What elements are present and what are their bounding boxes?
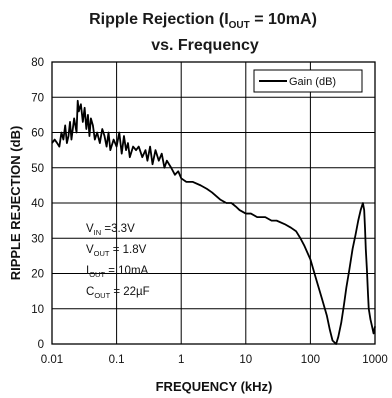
condition-subscript: OUT (94, 291, 110, 300)
condition-symbol: I (86, 265, 89, 277)
condition-value: = 22µF (110, 286, 150, 298)
chart-title-line2: vs. Frequency (151, 37, 259, 54)
condition-value: = 1.8V (110, 244, 147, 256)
plot-frame (51, 61, 376, 345)
x-tick-label: 0.01 (41, 354, 63, 366)
tick-labels: 0.01 0.1 1 10 100 1000 0 10 20 30 40 50 60 70 80 (31, 57, 388, 366)
title-subscript: OUT (229, 20, 250, 31)
series-line-gain (51, 99, 376, 345)
grid (51, 61, 376, 345)
condition-symbol: V (86, 244, 94, 256)
condition-symbol: C (86, 286, 94, 298)
x-axis-label: FREQUENCY (kHz) (156, 379, 273, 394)
title-suffix: = 10mA) (250, 11, 317, 28)
condition-line: IOUT = 10mA (86, 265, 149, 279)
x-tick-label: 10 (239, 354, 252, 366)
legend-label-gain: Gain (dB) (289, 76, 336, 88)
chart-title: Ripple Rejection (IOUT = 10mA) (89, 11, 317, 31)
legend-box (253, 69, 363, 93)
condition-subscript: IN (94, 228, 102, 237)
condition-subscript: OUT (94, 249, 110, 258)
condition-line: COUT = 22µF (86, 286, 150, 300)
condition-line: VIN =3.3V (86, 223, 135, 237)
y-tick-label: 80 (31, 57, 44, 69)
y-tick-label: 50 (31, 163, 44, 175)
legend: Gain (dB) (253, 69, 363, 93)
y-tick-label: 60 (31, 128, 44, 140)
y-tick-label: 30 (31, 233, 44, 245)
condition-value: =3.3V (101, 223, 135, 235)
y-tick-label: 10 (31, 304, 44, 316)
condition-symbol: V (86, 223, 94, 235)
title-prefix: Ripple Rejection (I (89, 11, 229, 28)
y-tick-label: 70 (31, 92, 44, 104)
y-tick-label: 20 (31, 269, 44, 281)
x-tick-label: 100 (301, 354, 320, 366)
y-tick-label: 0 (38, 339, 44, 351)
x-tick-label: 1000 (362, 354, 388, 366)
x-tick-label: 0.1 (109, 354, 125, 366)
x-tick-label: 1 (178, 354, 184, 366)
series-layer (51, 99, 376, 345)
y-tick-label: 40 (31, 198, 44, 210)
condition-value: = 10mA (105, 265, 148, 277)
condition-subscript: OUT (89, 270, 105, 279)
y-axis-label: RIPPLE REJECTION (dB) (8, 126, 23, 281)
condition-line: VOUT = 1.8V (86, 244, 147, 258)
